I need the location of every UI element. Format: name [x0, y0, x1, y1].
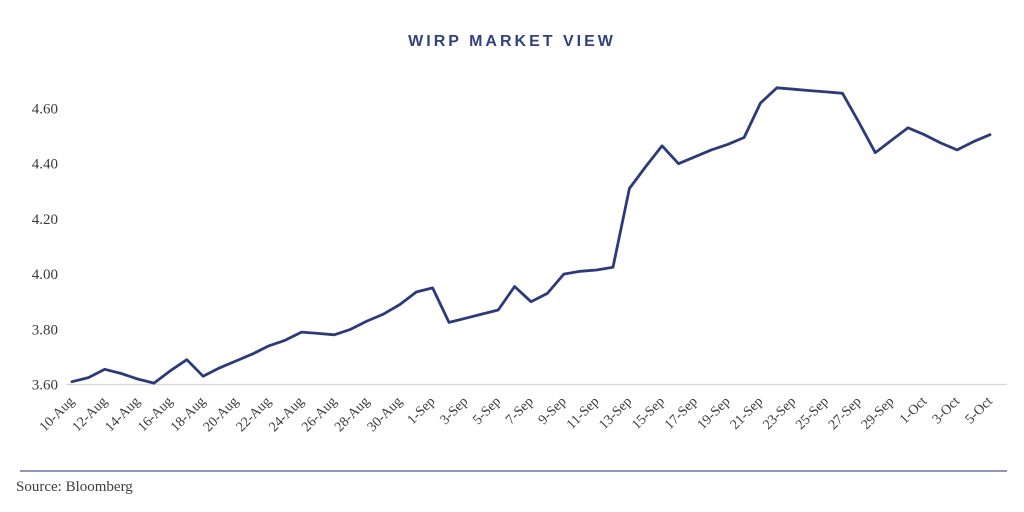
y-tick-label: 3.80: [32, 322, 58, 338]
x-tick-label: 7-Sep: [503, 394, 537, 428]
x-tick-label: 3-Sep: [438, 394, 472, 428]
x-tick-label: 27-Sep: [826, 394, 865, 433]
x-tick-label: 30-Aug: [365, 394, 406, 435]
x-tick-label: 13-Sep: [597, 394, 636, 433]
x-tick-label: 22-Aug: [234, 394, 275, 435]
x-tick-label: 5-Oct: [963, 394, 996, 427]
x-tick-label: 16-Aug: [135, 394, 176, 435]
x-tick-label: 20-Aug: [201, 394, 242, 435]
series-line: [70, 86, 992, 385]
x-tick-label: 12-Aug: [70, 394, 111, 435]
x-tick-label: 18-Aug: [168, 394, 209, 435]
x-tick-label: 23-Sep: [760, 394, 799, 433]
x-tick-label: 5-Sep: [470, 394, 504, 428]
x-tick-label: 25-Sep: [793, 394, 832, 433]
x-tick-label: 21-Sep: [728, 394, 767, 433]
y-tick-label: 4.20: [32, 212, 58, 228]
x-tick-label: 24-Aug: [266, 394, 307, 435]
x-tick-label: 3-Oct: [930, 394, 963, 427]
x-tick-label: 15-Sep: [629, 394, 668, 433]
x-tick-label: 28-Aug: [332, 394, 373, 435]
source-caption: Source: Bloomberg: [16, 479, 133, 495]
x-tick-label: 1-Oct: [897, 394, 930, 427]
x-tick-label: 19-Sep: [695, 394, 734, 433]
y-tick-label: 4.60: [32, 102, 58, 118]
x-tick-label: 17-Sep: [662, 394, 701, 433]
x-tick-label: 14-Aug: [103, 394, 144, 435]
x-tick-label: 1-Sep: [405, 394, 439, 428]
x-tick-label: 29-Sep: [859, 394, 898, 433]
y-tick-label: 4.40: [32, 157, 58, 173]
footer-divider: [20, 470, 1007, 472]
line-chart: 3.60 3.80 4.00 4.20 4.40 4.60 10-Aug12-Aug14-A…: [32, 86, 1007, 435]
x-tick-label: 10-Aug: [37, 394, 78, 435]
x-tick-label: 26-Aug: [299, 394, 340, 435]
chart-title: WIRP MARKET VIEW: [408, 33, 616, 50]
y-tick-label: 4.00: [32, 267, 58, 283]
x-tick-label: 11-Sep: [564, 394, 602, 432]
y-tick-label: 3.60: [32, 378, 58, 394]
